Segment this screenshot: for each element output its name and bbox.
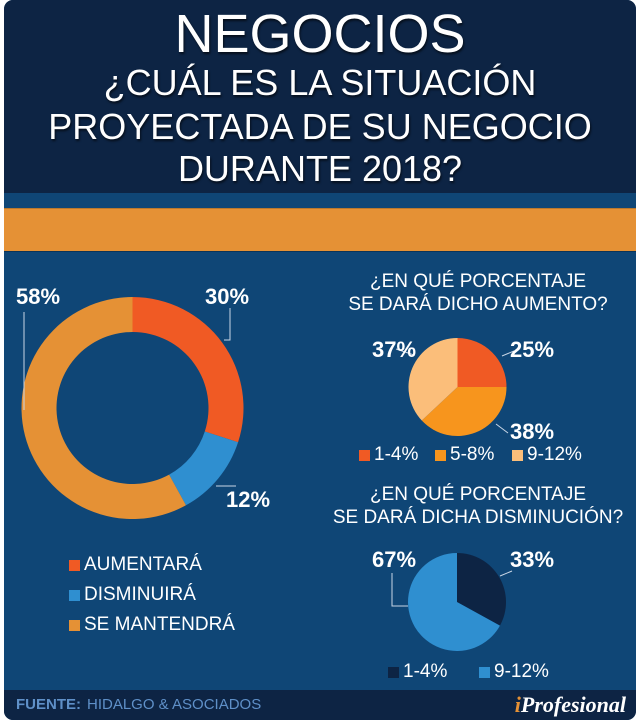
leader-line [499, 570, 513, 577]
data-label-67: 67% [372, 547, 417, 572]
pie-chart-aumento [408, 338, 507, 436]
slice-aumentar- [132, 297, 244, 443]
subtitle-line-2: PROYECTADA DE SU NEGOCIO [48, 106, 592, 147]
legend-label: AUMENTARÁ [84, 554, 202, 575]
legend-label: 1-4% [374, 444, 419, 465]
infographic-card: NEGOCIOS ¿CUÁL ES LA SITUACIÓN PROYECTAD… [4, 0, 636, 720]
question-aumento-line-2: SE DARÁ DICHO AUMENTO? [348, 294, 608, 315]
subtitle-line-1: ¿CUÁL ES LA SITUACIÓN [103, 62, 537, 103]
slice-9-12- [408, 338, 458, 421]
slice-se-mantendr- [21, 297, 186, 519]
leader-line [495, 423, 509, 434]
data-label-5-8: 38% [510, 419, 555, 444]
data-label-33: 33% [510, 547, 555, 572]
legend-item-9-12: 9-12% [512, 444, 582, 466]
legend-swatch [435, 449, 446, 461]
leader-lines [23, 308, 515, 607]
brand-logo-text: Profesional [520, 692, 626, 717]
source-value: HIDALGO & ASOCIADOS [87, 696, 262, 713]
divider-strip [4, 193, 636, 208]
page-title: NEGOCIOS [174, 4, 466, 64]
leader-line [501, 350, 515, 357]
legend-item-1-4: 1-4% [388, 661, 447, 683]
legend-item-5-8: 5-8% [435, 444, 494, 466]
legend-swatch [69, 589, 80, 601]
orange-band [4, 208, 636, 252]
legend-swatch [479, 666, 490, 678]
legend-label: 9-12% [494, 661, 549, 682]
brand-logo: iProfesional [515, 692, 626, 718]
legend-label: 5-8% [450, 444, 495, 465]
footer: FUENTE: HIDALGO & ASOCIADOS iProfesional [4, 690, 636, 720]
legend-item-9-12: 9-12% [479, 661, 549, 683]
source-label: FUENTE: [16, 696, 81, 713]
legend-item-1-4: 1-4% [359, 444, 418, 466]
legend-label: SE MANTENDRÁ [84, 614, 235, 635]
legend-item-mantendra: SE MANTENDRÁ [69, 614, 235, 636]
leader-line [395, 348, 415, 356]
donut-chart [21, 297, 244, 519]
slice-5-8- [421, 387, 507, 436]
data-label-1-4: 25% [510, 337, 555, 362]
legend-swatch [69, 559, 80, 571]
slice-1-4- [457, 338, 507, 387]
leader-line [391, 573, 408, 607]
legend-swatch [359, 449, 370, 461]
legend-label: 1-4% [403, 661, 448, 682]
brand-logo-i: i [514, 692, 521, 717]
slice-9-12- [407, 553, 500, 651]
slice-disminuir- [169, 431, 239, 506]
question-disminucion-line-2: SE DARÁ DICHA DISMINUCIÓN? [332, 507, 624, 528]
legend-label: 9-12% [527, 444, 582, 465]
question-aumento-line-1: ¿EN QUÉ PORCENTAJE [369, 271, 587, 292]
legend-item-aumentara: AUMENTARÁ [69, 554, 202, 576]
charts-svg [21, 297, 515, 651]
legend-swatch [512, 449, 523, 461]
slice-1-4- [457, 553, 506, 626]
header: NEGOCIOS ¿CUÁL ES LA SITUACIÓN PROYECTAD… [4, 0, 636, 193]
data-label-9-12: 37% [372, 337, 417, 362]
data-label-disminuira: 12% [226, 487, 271, 512]
data-label-aumentara: 30% [205, 284, 250, 309]
subtitle-line-3: DURANTE 2018? [177, 148, 463, 189]
question-disminucion-line-1: ¿EN QUÉ PORCENTAJE [369, 484, 587, 505]
pie-chart-disminucion [407, 553, 506, 651]
data-label-mantendra: 58% [16, 284, 61, 309]
legend-label: DISMINUIRÁ [84, 584, 196, 605]
leader-line [224, 308, 231, 341]
legend-item-disminuira: DISMINUIRÁ [69, 584, 196, 606]
source-credit: FUENTE: HIDALGO & ASOCIADOS [16, 696, 261, 714]
legend-swatch [388, 666, 399, 678]
legend-swatch [69, 619, 80, 631]
